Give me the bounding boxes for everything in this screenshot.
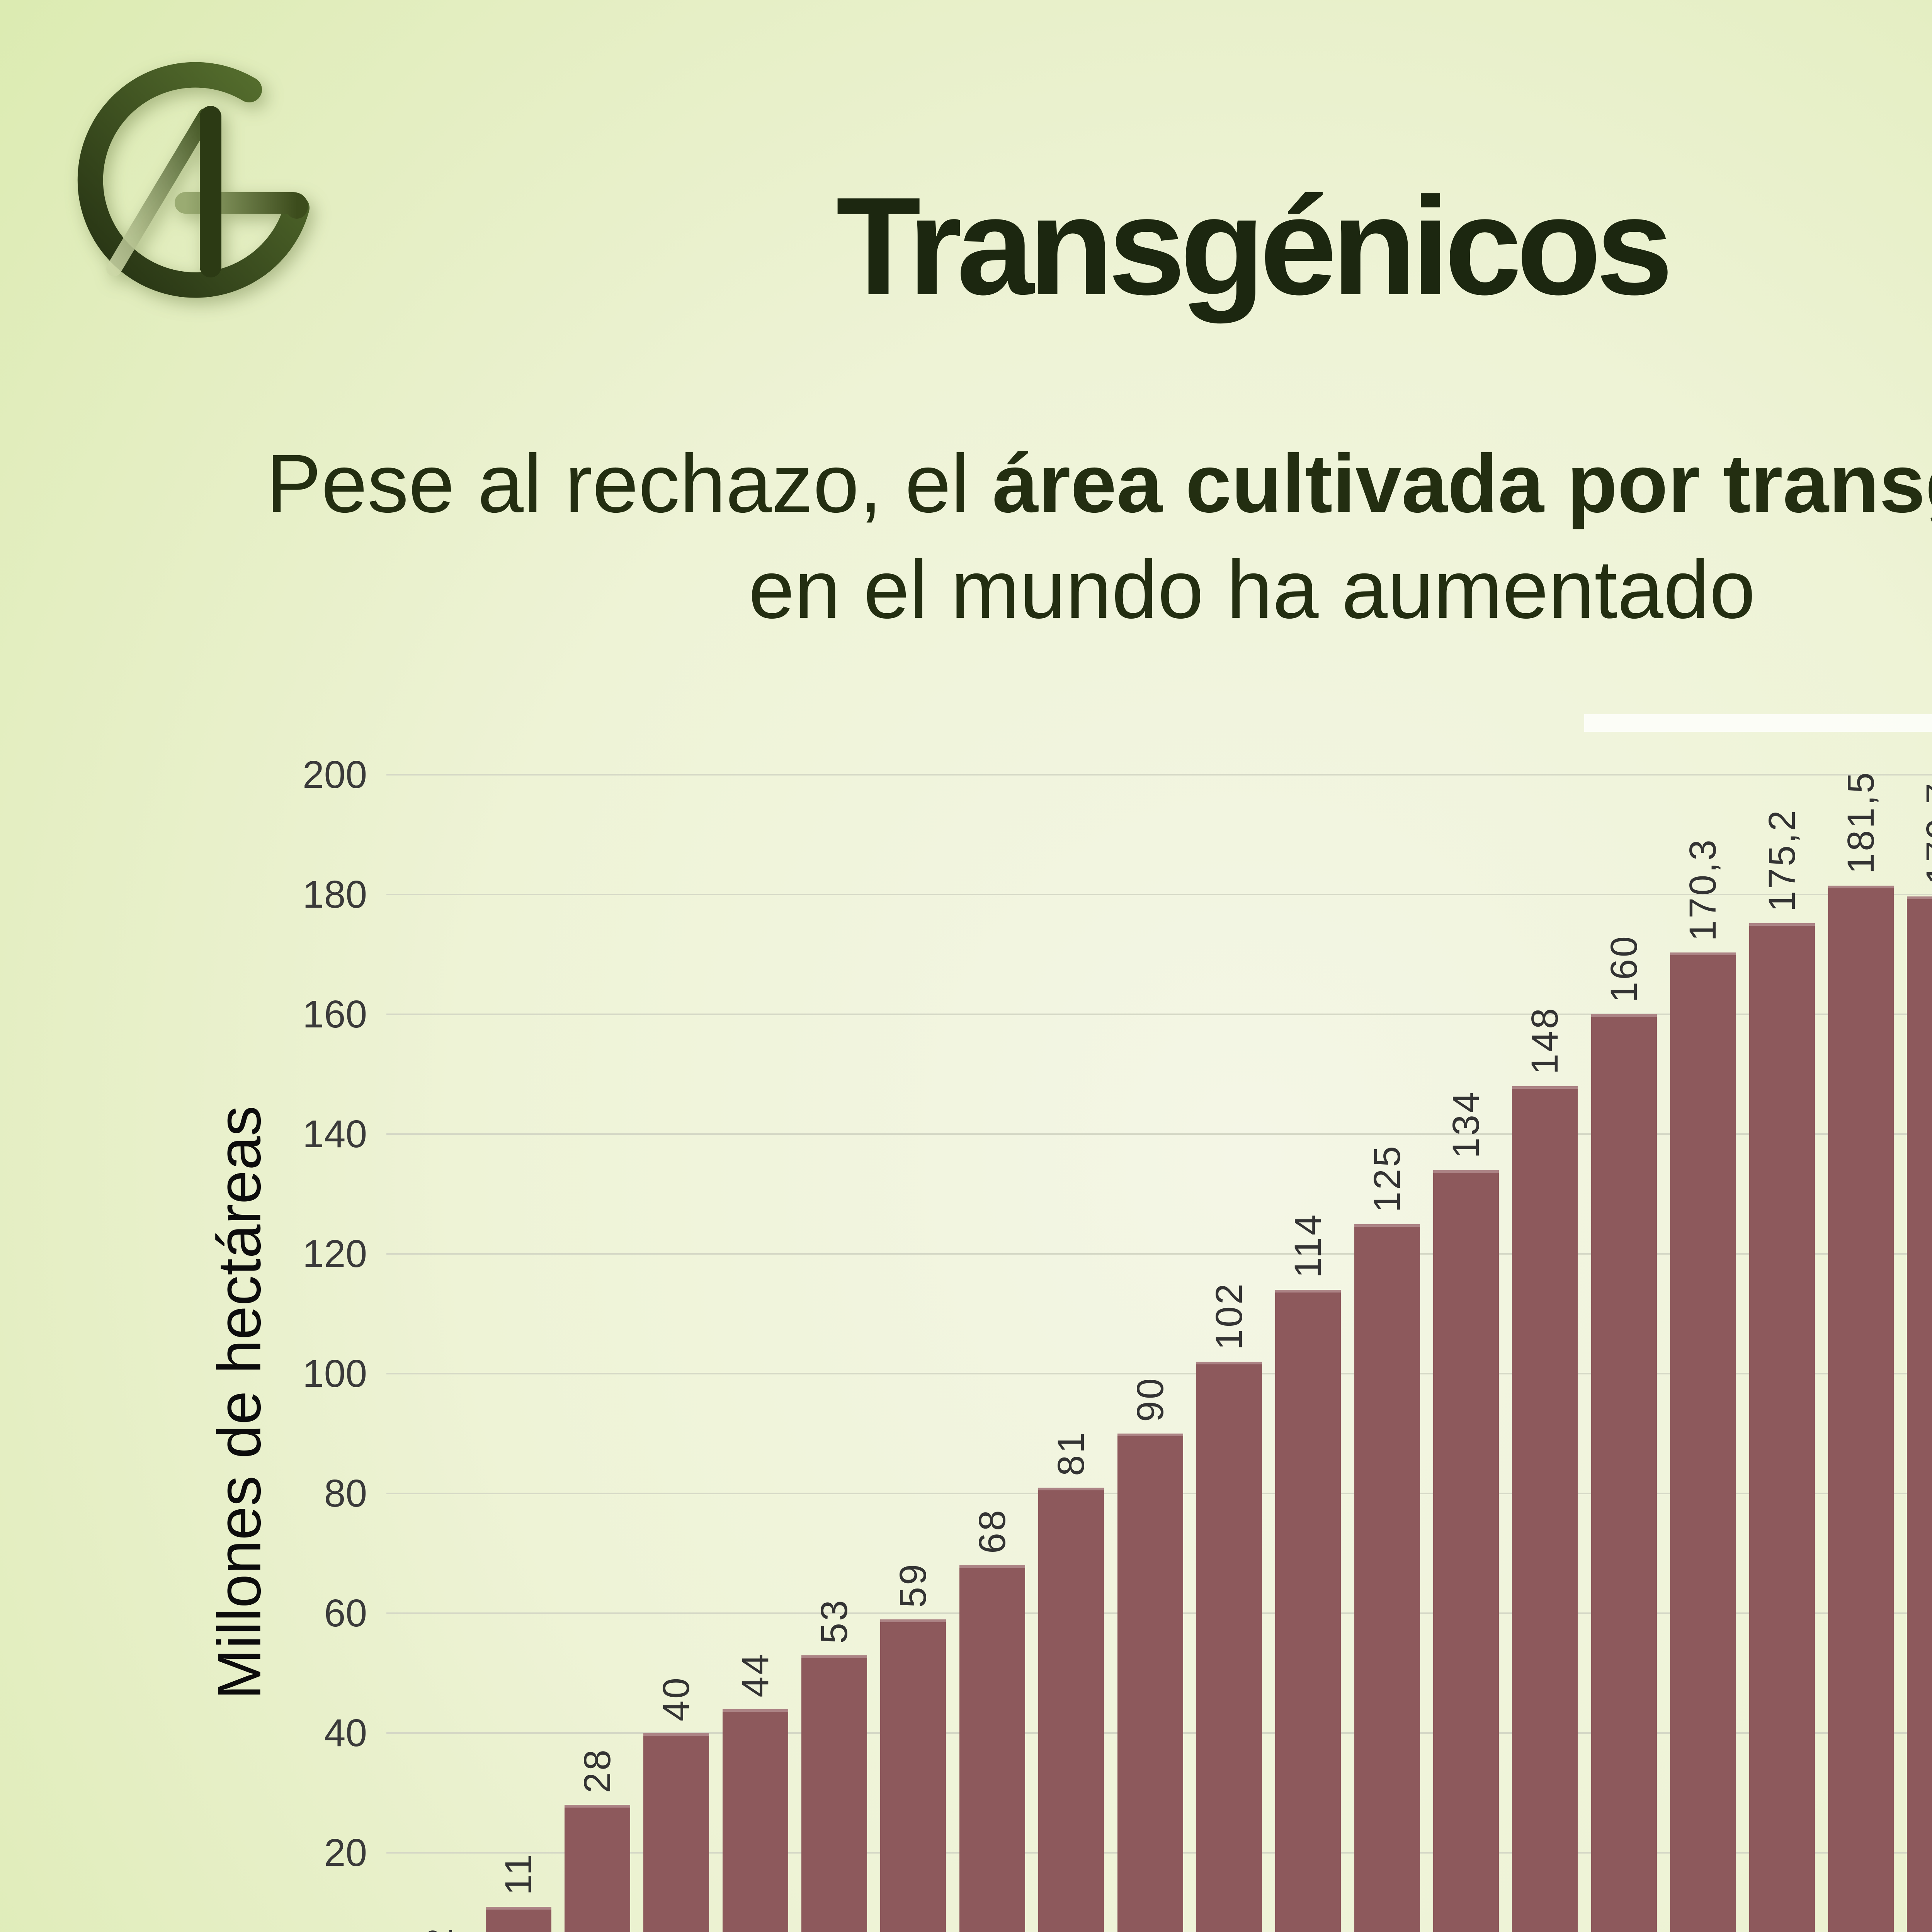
bar-2009	[1433, 1170, 1499, 1932]
bar-2010	[1512, 1086, 1578, 1932]
page-title: Transgénicos	[836, 168, 1673, 324]
bar-value-label-2000: 44	[734, 1652, 776, 1697]
gridline-180	[386, 894, 1932, 895]
y-tick-120: 120	[303, 1232, 367, 1276]
subtitle-line-1: Pese al rechazo, el área cultivada por t…	[0, 431, 1932, 537]
subtitle: Pese al rechazo, el área cultivada por t…	[0, 431, 1932, 643]
bar-value-label-2008: 125	[1366, 1144, 1408, 1213]
y-tick-160: 160	[303, 993, 367, 1036]
bar-2002	[880, 1619, 946, 1932]
bar-2003	[959, 1565, 1025, 1932]
y-tick-20: 20	[324, 1831, 367, 1874]
bar-2000	[722, 1709, 788, 1932]
gridline-120	[386, 1253, 1932, 1255]
bar-2001	[801, 1655, 867, 1932]
bar-value-label-1996: 2	[406, 1926, 472, 1932]
bar-2004	[1038, 1487, 1104, 1932]
bar-value-label-1999: 40	[655, 1676, 697, 1721]
y-tick-200: 200	[303, 753, 367, 796]
gridline-160	[386, 1014, 1932, 1015]
y-tick-60: 60	[324, 1592, 367, 1635]
bar-value-label-2010: 148	[1524, 1006, 1566, 1075]
ga-monogram-icon	[77, 62, 310, 298]
gridline-100	[386, 1373, 1932, 1374]
bar-2008	[1354, 1224, 1420, 1932]
subtitle-regular-text: Pese al rechazo, el	[266, 437, 993, 530]
y-tick-100: 100	[303, 1352, 367, 1395]
bar-1998	[564, 1805, 630, 1932]
bar-2007	[1275, 1290, 1341, 1932]
bar-value-label-2002: 59	[892, 1562, 934, 1608]
bar-value-label-2014: 181,5	[1839, 770, 1882, 874]
bar-2006	[1196, 1362, 1262, 1932]
bar-value-label-2003: 68	[971, 1508, 1013, 1554]
bar-value-label-2004: 81	[1050, 1430, 1092, 1476]
bar-2014	[1828, 885, 1894, 1932]
y-tick-80: 80	[324, 1472, 367, 1515]
y-tick-40: 40	[324, 1711, 367, 1755]
bar-value-label-2011: 160	[1602, 934, 1645, 1003]
bar-value-label-2009: 134	[1445, 1090, 1487, 1158]
bar-1999	[643, 1733, 709, 1932]
y-tick-140: 140	[303, 1112, 367, 1156]
bar-value-label-2001: 53	[813, 1598, 855, 1644]
bar-2011	[1591, 1014, 1657, 1932]
bar-2015	[1907, 896, 1932, 1932]
bar-value-label-1997: 11	[497, 1852, 539, 1895]
bar-value-label-2012: 170,3	[1682, 837, 1724, 941]
bar-value-label-1998: 28	[576, 1748, 618, 1793]
bar-2013	[1749, 923, 1815, 1932]
bar-value-label-2005: 90	[1129, 1376, 1171, 1422]
gridline-140	[386, 1133, 1932, 1135]
chart-top-white-strip	[1584, 714, 1932, 732]
bar-2012	[1670, 952, 1736, 1932]
bar-value-label-2013: 175,2	[1760, 808, 1803, 912]
subtitle-bold-text: área cultivada por transgénicos	[992, 437, 1932, 530]
bar-2005	[1117, 1434, 1183, 1932]
gridline-200	[386, 774, 1932, 776]
bar-1997	[485, 1906, 551, 1932]
bar-value-label-2007: 114	[1287, 1213, 1329, 1278]
bar-value-label-2015: 179,7	[1918, 781, 1932, 885]
y-tick-180: 180	[303, 873, 367, 916]
bar-value-label-2006: 102	[1208, 1282, 1250, 1350]
subtitle-line-2: en el mundo ha aumentado	[748, 543, 1755, 636]
